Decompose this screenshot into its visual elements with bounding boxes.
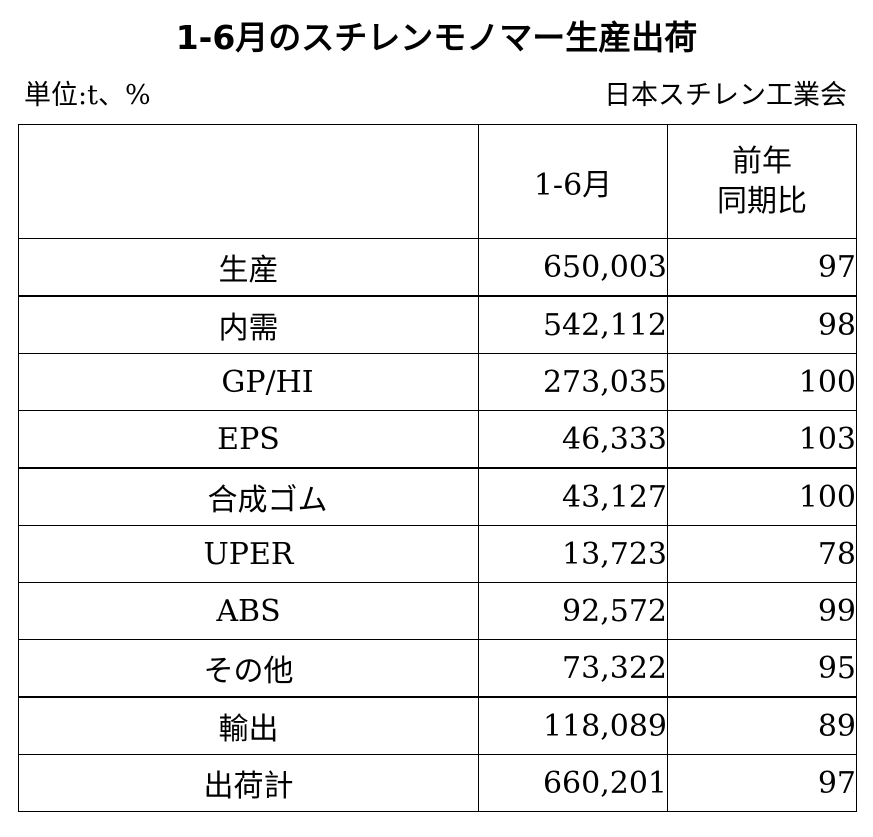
row-value: 46,333 [478,410,668,469]
row-yoy-ratio: 103 [667,410,857,469]
row-yoy-ratio: 100 [667,467,857,526]
row-label: EPS [18,410,479,469]
table-row-total-shipments: 出荷計 660,201 97 [18,754,857,812]
table-row-uper: UPER 13,723 78 [18,525,857,583]
table-row-gp-hi: GP/HI 273,035 100 [18,353,857,411]
header-yoy-line2: 同期比 [717,183,807,219]
row-value: 650,003 [478,238,668,297]
table-row-abs: ABS 92,572 99 [18,582,857,640]
table-row-export: 輸出 118,089 89 [18,696,857,755]
row-yoy-ratio: 97 [667,754,857,812]
row-label: GP/HI [18,353,479,411]
table-header-row: 1-6月 前年 同期比 [18,124,857,239]
production-shipment-table: 1-6月 前年 同期比 生産 650,003 97 内需 542,112 98 … [18,124,857,812]
table-row-eps: EPS 46,333 103 [18,410,857,469]
row-label-text: 合成ゴム [207,483,328,518]
row-value: 73,322 [478,639,668,698]
table-row-production: 生産 650,003 97 [18,238,857,297]
row-label: 生産 [18,238,479,297]
row-value: 92,572 [478,582,668,640]
row-label: ABS [18,582,479,640]
unit-note: 単位:t、% [24,80,151,111]
row-value: 273,035 [478,353,668,411]
row-yoy-ratio: 97 [667,238,857,297]
row-label-text: GP/HI [221,364,314,400]
source-note: 日本スチレン工業会 [604,80,847,111]
row-yoy-ratio: 99 [667,582,857,640]
row-yoy-ratio: 89 [667,696,857,755]
row-value: 43,127 [478,467,668,526]
row-label: 輸出 [18,696,479,755]
header-label-cell [18,124,479,239]
header-period-cell: 1-6月 [478,124,668,239]
row-label: UPER [18,525,479,583]
row-label: 内需 [18,295,479,354]
row-value: 118,089 [478,696,668,755]
row-value: 13,723 [478,525,668,583]
header-yoy-line1: 前年 [732,143,792,179]
page-title: 1-6月のスチレンモノマー生産出荷 [175,18,698,57]
row-label: 出荷計 [18,754,479,812]
table-row-other: その他 73,322 95 [18,639,857,698]
table-row-domestic-demand: 内需 542,112 98 [18,295,857,354]
table-row-synthetic-rubber: 合成ゴム 43,127 100 [18,467,857,526]
row-yoy-ratio: 78 [667,525,857,583]
header-yoy-cell: 前年 同期比 [667,124,857,239]
row-label: その他 [18,639,479,698]
row-value: 542,112 [478,295,668,354]
row-label: 合成ゴム [18,467,479,526]
row-yoy-ratio: 100 [667,353,857,411]
row-yoy-ratio: 98 [667,295,857,354]
row-value: 660,201 [478,754,668,812]
row-yoy-ratio: 95 [667,639,857,698]
